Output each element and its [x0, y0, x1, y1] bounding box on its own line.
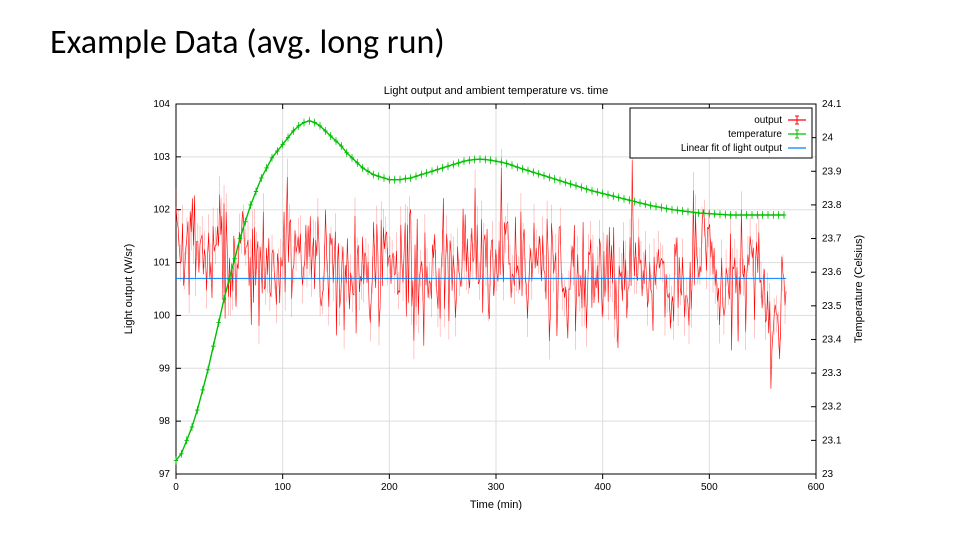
y-axis-right-label: Temperature (Celsius) — [853, 235, 865, 343]
svg-text:23.2: 23.2 — [822, 402, 842, 413]
svg-text:output: output — [754, 115, 782, 126]
svg-text:97: 97 — [159, 469, 171, 480]
svg-text:23: 23 — [822, 469, 834, 480]
x-axis-label: Time (min) — [470, 499, 522, 510]
svg-text:23.8: 23.8 — [822, 200, 842, 211]
svg-text:102: 102 — [153, 205, 170, 216]
y-axis-left-label: Light output (W/sr) — [123, 244, 135, 334]
svg-text:23.4: 23.4 — [822, 334, 842, 345]
svg-text:600: 600 — [808, 482, 825, 493]
chart-container: Light output and ambient temperature vs.… — [110, 80, 870, 510]
chart-title: Light output and ambient temperature vs.… — [384, 85, 608, 97]
svg-text:23.9: 23.9 — [822, 166, 842, 177]
svg-text:24.1: 24.1 — [822, 99, 842, 110]
svg-text:24: 24 — [822, 133, 834, 144]
svg-text:23.5: 23.5 — [822, 301, 842, 312]
svg-text:100: 100 — [153, 310, 170, 321]
chart-svg: Light output and ambient temperature vs.… — [110, 80, 870, 510]
svg-text:temperature: temperature — [728, 129, 782, 140]
svg-text:23.7: 23.7 — [822, 234, 842, 245]
svg-text:Linear fit of light output: Linear fit of light output — [681, 143, 782, 154]
svg-text:104: 104 — [153, 99, 170, 110]
legend: output temperature Linear fit of light out… — [630, 108, 812, 158]
svg-text:101: 101 — [153, 258, 170, 269]
svg-text:200: 200 — [381, 482, 398, 493]
svg-text:98: 98 — [159, 416, 171, 427]
svg-text:23.3: 23.3 — [822, 368, 842, 379]
svg-text:23.1: 23.1 — [822, 435, 842, 446]
svg-text:100: 100 — [274, 482, 291, 493]
svg-text:99: 99 — [159, 363, 171, 374]
page-title: Example Data (avg. long run) — [50, 22, 445, 63]
svg-text:103: 103 — [153, 152, 170, 163]
svg-text:500: 500 — [701, 482, 718, 493]
svg-text:400: 400 — [594, 482, 611, 493]
svg-text:0: 0 — [173, 482, 179, 493]
svg-text:300: 300 — [488, 482, 505, 493]
svg-text:23.6: 23.6 — [822, 267, 842, 278]
